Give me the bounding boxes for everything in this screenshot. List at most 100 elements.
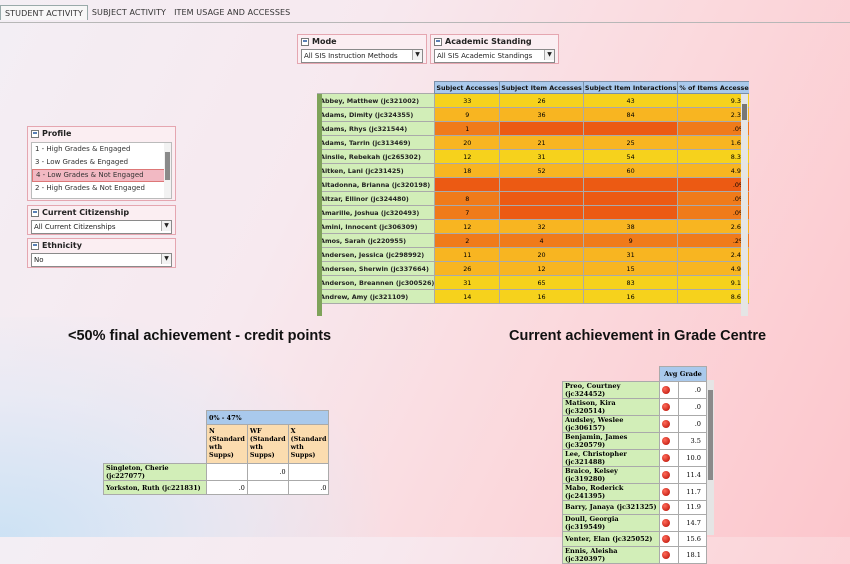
tab-item-usage[interactable]: ITEM USAGE AND ACCESSES bbox=[174, 8, 291, 17]
student-name[interactable]: Barry, Janaya (jc321325) bbox=[562, 499, 660, 515]
metric-cell: 4.9% bbox=[677, 261, 749, 276]
student-name[interactable]: Aitken, Lani (jc231425) bbox=[317, 163, 436, 178]
mode-label: Mode bbox=[312, 37, 337, 46]
student-name[interactable]: Yorkston, Ruth (jc221831) bbox=[103, 480, 207, 495]
chevron-down-icon[interactable]: ▼ bbox=[412, 50, 422, 60]
metric-cell: 65 bbox=[499, 275, 584, 290]
student-name[interactable]: Mabo, Roderick (jc241395) bbox=[562, 482, 660, 501]
table-row[interactable]: Altadonna, Brianna (jc320198) .0% bbox=[317, 177, 749, 192]
table-row[interactable]: Mabo, Roderick (jc241395) 11.7 bbox=[562, 482, 707, 501]
student-name[interactable]: Adams, Dimity (jc324355) bbox=[317, 107, 436, 122]
mode-select[interactable]: All SIS Instruction Methods ▼ bbox=[301, 49, 423, 63]
table-row[interactable]: Matison, Kira (jc320514) .0 bbox=[562, 397, 707, 416]
band-header[interactable]: 0% - 47% bbox=[205, 410, 330, 425]
table-row[interactable]: Ainslie, Rebekah (jc265302) 12 31 54 8.3% bbox=[317, 149, 749, 164]
student-name[interactable]: Doull, Georgia (jc319549) bbox=[562, 514, 660, 532]
profile-item[interactable]: 3 - Low Grades & Engaged bbox=[35, 158, 129, 166]
scroll-thumb[interactable] bbox=[742, 104, 747, 120]
status-cell bbox=[659, 431, 679, 450]
table-row[interactable]: Andrew, Amy (jc321109) 14 16 16 8.6% bbox=[317, 289, 749, 304]
profile-scrollbar[interactable] bbox=[164, 143, 171, 198]
student-name[interactable]: Matison, Kira (jc320514) bbox=[562, 397, 660, 416]
band-col-header[interactable]: WF (Standard wth Supps) bbox=[246, 424, 289, 464]
profile-item-selected[interactable]: 4 - Low Grades & Not Engaged bbox=[32, 169, 171, 182]
student-name[interactable]: Ennis, Aleisha (jc320397) bbox=[562, 545, 660, 564]
student-name[interactable]: Ainslie, Rebekah (jc265302) bbox=[317, 149, 436, 164]
student-name[interactable]: Audsley, Weslee (jc306157) bbox=[562, 414, 660, 433]
profile-listbox[interactable]: 1 - High Grades & Engaged 3 - Low Grades… bbox=[31, 142, 172, 199]
band-col-header[interactable]: N (Standard wth Supps) bbox=[206, 424, 248, 464]
student-name[interactable]: Anderson, Breannen (jc300526) bbox=[317, 275, 436, 290]
ethnicity-select[interactable]: No ▼ bbox=[31, 253, 172, 267]
chevron-down-icon[interactable]: ▼ bbox=[161, 221, 171, 231]
grid-scrollbar[interactable] bbox=[741, 94, 748, 316]
student-name[interactable]: Singleton, Cherie (jc227077) bbox=[103, 463, 207, 481]
table-row[interactable]: Preo, Courtney (jc324452) .0 bbox=[562, 380, 707, 399]
red-status-icon bbox=[662, 470, 670, 479]
table-row[interactable]: Barry, Janaya (jc321325) 11.9 bbox=[562, 499, 707, 515]
student-name[interactable]: Andersen, Jessica (jc298992) bbox=[317, 247, 436, 262]
table-row[interactable]: Yorkston, Ruth (jc221831) .0.0 bbox=[103, 480, 330, 495]
student-name[interactable]: Adams, Rhys (jc321544) bbox=[317, 121, 436, 136]
table-row[interactable]: Amini, Innocent (jc306309) 12 32 38 2.6% bbox=[317, 219, 749, 234]
student-name[interactable]: Adams, Tarrin (jc313469) bbox=[317, 135, 436, 150]
table-row[interactable]: Benjamin, James (jc320579) 3.5 bbox=[562, 431, 707, 450]
table-row[interactable]: Venter, Elan (jc325052) 15.6 bbox=[562, 531, 707, 547]
metric-cell: 26 bbox=[434, 261, 501, 276]
metric-cell bbox=[499, 177, 584, 192]
avg-header[interactable]: Avg Grade bbox=[659, 366, 707, 382]
student-name[interactable]: Altadonna, Brianna (jc320198) bbox=[317, 177, 436, 192]
table-row[interactable]: Andersen, Sherwin (jc337664) 26 12 15 4.9% bbox=[317, 261, 749, 276]
scroll-thumb[interactable] bbox=[165, 152, 170, 180]
tab-student-activity[interactable]: STUDENT ACTIVITY bbox=[0, 5, 88, 20]
student-name[interactable]: Venter, Elan (jc325052) bbox=[562, 531, 660, 547]
col-header[interactable]: % of Items Accessed per Student bbox=[677, 81, 749, 94]
avg-scrollbar[interactable] bbox=[707, 380, 714, 535]
profile-item[interactable]: 2 - High Grades & Not Engaged bbox=[35, 184, 145, 192]
scroll-thumb[interactable] bbox=[708, 390, 713, 480]
table-row[interactable]: Audsley, Weslee (jc306157) .0 bbox=[562, 414, 707, 433]
activity-table: Subject Accesses Subject Item Accesses S… bbox=[317, 81, 749, 304]
table-row[interactable]: Amos, Sarah (jc220955) 2 4 9.2% bbox=[317, 233, 749, 248]
table-row[interactable]: Amarille, Joshua (jc320493) 7 .0% bbox=[317, 205, 749, 220]
student-name[interactable]: Amini, Innocent (jc306309) bbox=[317, 219, 436, 234]
student-name[interactable]: Amarille, Joshua (jc320493) bbox=[317, 205, 436, 220]
corner-cell bbox=[563, 367, 660, 382]
student-name[interactable]: Lee, Christopher (jc321488) bbox=[562, 448, 660, 467]
student-name[interactable]: Andrew, Amy (jc321109) bbox=[317, 289, 436, 304]
student-name[interactable]: Abbey, Matthew (jc321002) bbox=[317, 93, 436, 108]
student-name[interactable]: Braico, Kelsey (jc319280) bbox=[562, 465, 660, 484]
chevron-down-icon[interactable]: ▼ bbox=[544, 50, 554, 60]
table-row[interactable]: Adams, Rhys (jc321544) 1 .0% bbox=[317, 121, 749, 136]
avg-grade-value: 10.0 bbox=[678, 448, 707, 467]
table-row[interactable]: Anderson, Breannen (jc300526) 31 65 83 9.1% bbox=[317, 275, 749, 290]
table-row[interactable]: Aitken, Lani (jc231425) 18 52 60 4.9% bbox=[317, 163, 749, 178]
citizenship-label: Current Citizenship bbox=[42, 208, 130, 217]
table-row[interactable]: Adams, Dimity (jc324355) 9 36 84 2.3% bbox=[317, 107, 749, 122]
table-row[interactable]: Ennis, Aleisha (jc320397) 18.1 bbox=[562, 545, 707, 564]
col-header[interactable]: Subject Item Accesses bbox=[499, 81, 584, 94]
student-name[interactable]: Preo, Courtney (jc324452) bbox=[562, 380, 660, 399]
table-row[interactable]: Doull, Georgia (jc319549) 14.7 bbox=[562, 514, 707, 532]
standing-select[interactable]: All SIS Academic Standings ▼ bbox=[434, 49, 555, 63]
table-row[interactable]: Abbey, Matthew (jc321002) 33 26 43 9.3% bbox=[317, 93, 749, 108]
student-name[interactable]: Altzar, Ellinor (jc324480) bbox=[317, 191, 436, 206]
student-name[interactable]: Andersen, Sherwin (jc337664) bbox=[317, 261, 436, 276]
mode-filter: Mode All SIS Instruction Methods ▼ bbox=[297, 34, 427, 64]
table-row[interactable]: Lee, Christopher (jc321488) 10.0 bbox=[562, 448, 707, 467]
tab-subject-activity[interactable]: SUBJECT ACTIVITY bbox=[91, 8, 167, 17]
table-row[interactable]: Adams, Tarrin (jc313469) 20 21 25 1.6% bbox=[317, 135, 749, 150]
col-header[interactable]: Subject Item Interactions bbox=[582, 81, 679, 94]
table-row[interactable]: Singleton, Cherie (jc227077) .0 bbox=[103, 463, 330, 481]
col-header[interactable]: Subject Accesses bbox=[434, 81, 501, 94]
table-row[interactable]: Andersen, Jessica (jc298992) 11 20 31 2.4% bbox=[317, 247, 749, 262]
student-name[interactable]: Amos, Sarah (jc220955) bbox=[317, 233, 436, 248]
avg-grade-value: .0 bbox=[678, 414, 707, 433]
band-col-header[interactable]: X (Standard wth Supps) bbox=[287, 424, 330, 464]
student-name[interactable]: Benjamin, James (jc320579) bbox=[562, 431, 660, 450]
table-row[interactable]: Braico, Kelsey (jc319280) 11.4 bbox=[562, 465, 707, 484]
chevron-down-icon[interactable]: ▼ bbox=[161, 254, 171, 264]
profile-item[interactable]: 1 - High Grades & Engaged bbox=[35, 145, 131, 153]
table-row[interactable]: Altzar, Ellinor (jc324480) 8 .0% bbox=[317, 191, 749, 206]
citizenship-select[interactable]: All Current Citizenships ▼ bbox=[31, 220, 172, 234]
